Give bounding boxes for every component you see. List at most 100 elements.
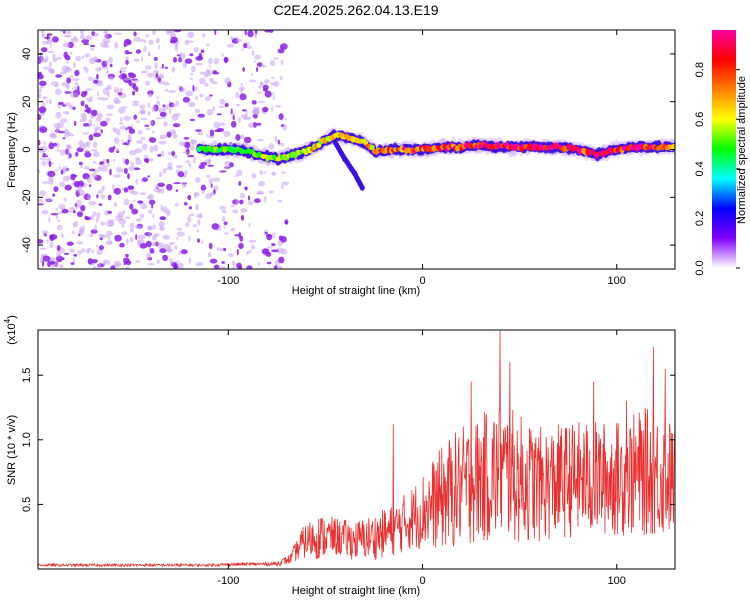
noise-speck xyxy=(237,265,243,269)
noise-speck xyxy=(103,30,109,35)
noise-speck xyxy=(279,75,283,81)
noise-speck xyxy=(41,230,49,234)
noise-speck xyxy=(148,193,155,201)
noise-speck xyxy=(168,107,172,115)
noise-speck xyxy=(96,263,101,269)
noise-speck xyxy=(38,114,42,121)
noise-speck xyxy=(135,259,140,263)
noise-speck xyxy=(224,103,229,107)
spectrogram-ytick-label: 40 xyxy=(21,48,33,60)
noise-speck xyxy=(146,72,155,78)
noise-speck xyxy=(149,248,155,254)
noise-speck xyxy=(102,38,111,44)
noise-speck xyxy=(74,189,80,192)
noise-speck xyxy=(102,259,111,265)
noise-speck xyxy=(127,72,135,76)
noise-speck xyxy=(90,114,95,119)
noise-speck xyxy=(105,70,109,75)
noise-speck xyxy=(73,61,76,69)
noise-speck xyxy=(72,86,79,91)
noise-speck xyxy=(38,198,44,203)
noise-speck xyxy=(184,170,188,175)
noise-speck xyxy=(148,158,154,162)
noise-speck xyxy=(160,150,165,157)
noise-speck xyxy=(155,37,160,44)
noise-speck xyxy=(90,149,98,152)
noise-speck xyxy=(164,66,169,69)
noise-speck xyxy=(199,71,206,75)
noise-speck xyxy=(69,248,75,253)
noise-speck xyxy=(272,92,274,96)
noise-speck xyxy=(139,213,145,219)
noise-speck xyxy=(197,113,205,118)
noise-speck xyxy=(41,209,49,215)
noise-speck xyxy=(106,230,113,236)
noise-speck xyxy=(74,81,79,86)
noise-speck xyxy=(69,51,73,55)
noise-speck xyxy=(208,65,211,69)
noise-speck xyxy=(42,260,45,267)
noise-speck xyxy=(82,116,88,122)
noise-speck xyxy=(230,227,235,232)
noise-speck xyxy=(200,49,205,53)
noise-speck xyxy=(114,42,119,49)
noise-speck xyxy=(235,174,238,178)
noise-speck xyxy=(235,199,239,206)
noise-speck xyxy=(213,185,219,191)
noise-speck xyxy=(204,69,212,77)
noise-speck xyxy=(41,33,45,39)
noise-speck xyxy=(213,264,220,269)
noise-speck xyxy=(151,106,155,113)
noise-speck xyxy=(161,206,168,213)
noise-speck xyxy=(239,93,247,101)
noise-speck xyxy=(152,213,155,219)
noise-speck xyxy=(55,214,58,220)
noise-speck xyxy=(171,103,180,107)
noise-speck xyxy=(221,261,225,264)
noise-speck xyxy=(136,239,141,246)
noise-speck xyxy=(175,189,178,192)
figure-title: C2E4.2025.262.04.13.E19 xyxy=(273,2,438,18)
noise-speck xyxy=(130,191,139,196)
noise-speck xyxy=(207,252,212,258)
spectrogram-noise xyxy=(38,30,290,269)
noise-speck xyxy=(140,202,147,210)
noise-speck xyxy=(98,234,104,238)
noise-speck xyxy=(253,109,260,115)
noise-speck xyxy=(159,134,166,140)
noise-speck xyxy=(159,171,163,178)
noise-speck xyxy=(129,150,137,156)
noise-speck xyxy=(112,159,115,162)
noise-speck xyxy=(211,81,218,85)
noise-speck xyxy=(277,48,285,54)
noise-speck xyxy=(266,246,274,249)
noise-speck xyxy=(56,245,61,251)
noise-speck xyxy=(39,157,47,161)
noise-speck xyxy=(48,257,56,260)
noise-speck xyxy=(169,30,176,33)
noise-speck xyxy=(61,82,67,87)
noise-speck xyxy=(48,216,51,223)
noise-speck xyxy=(238,86,245,92)
noise-speck xyxy=(272,232,276,238)
noise-speck xyxy=(46,33,53,36)
noise-speck xyxy=(263,79,270,84)
noise-speck xyxy=(277,199,283,203)
noise-speck xyxy=(46,100,49,104)
noise-speck xyxy=(64,197,67,202)
noise-speck xyxy=(74,120,77,126)
noise-speck xyxy=(219,170,227,173)
noise-speck xyxy=(193,156,196,164)
noise-speck xyxy=(177,171,185,178)
noise-speck xyxy=(89,215,95,220)
noise-speck xyxy=(195,129,202,132)
noise-speck xyxy=(151,130,155,134)
noise-speck xyxy=(210,191,215,197)
noise-speck xyxy=(182,62,187,68)
noise-speck xyxy=(240,208,248,213)
noise-speck xyxy=(94,224,97,231)
noise-speck xyxy=(39,126,48,133)
noise-speck xyxy=(96,217,99,224)
noise-speck xyxy=(55,111,62,119)
noise-speck xyxy=(213,121,221,129)
